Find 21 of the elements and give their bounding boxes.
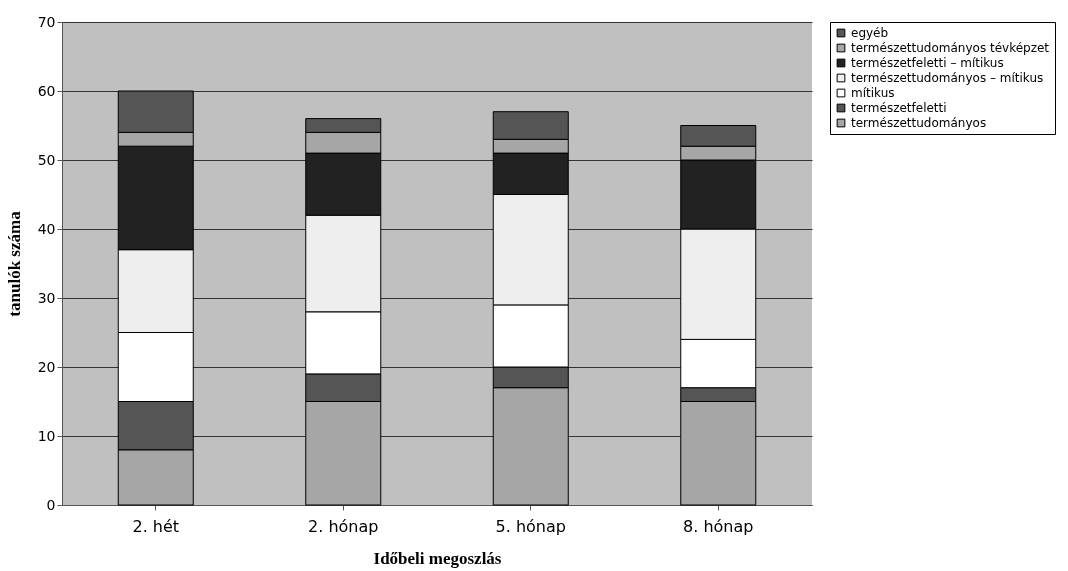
x-tick-label: 8. hónap bbox=[683, 516, 754, 536]
x-axis-title: Időbeli megoszlás bbox=[373, 548, 502, 568]
y-axis-title: tanulók száma bbox=[4, 210, 24, 317]
legend-label: természettudományos bbox=[851, 116, 987, 130]
y-tick-label: 40 bbox=[37, 220, 56, 237]
y-tick-label: 0 bbox=[46, 496, 56, 513]
x-tick-label: 2. hónap bbox=[308, 516, 379, 536]
y-tick-label: 70 bbox=[37, 13, 56, 30]
legend-label: egyéb bbox=[851, 26, 889, 40]
legend-label: természettudományos – mítikus bbox=[851, 71, 1044, 85]
legend-label: természettudományos tévképzet bbox=[851, 41, 1050, 55]
legend-label: természetfeletti bbox=[851, 101, 947, 115]
x-tick-label: 5. hónap bbox=[495, 516, 566, 536]
legend-label: mítikus bbox=[851, 86, 895, 100]
y-tick-label: 10 bbox=[37, 427, 56, 444]
y-tick-label: 30 bbox=[37, 289, 56, 306]
y-tick-label: 50 bbox=[37, 151, 56, 168]
y-tick-label: 60 bbox=[37, 82, 56, 99]
x-tick-label: 2. hét bbox=[132, 516, 180, 536]
legend-label: természetfeletti – mítikus bbox=[851, 56, 1004, 70]
y-tick-label: 20 bbox=[37, 358, 56, 375]
